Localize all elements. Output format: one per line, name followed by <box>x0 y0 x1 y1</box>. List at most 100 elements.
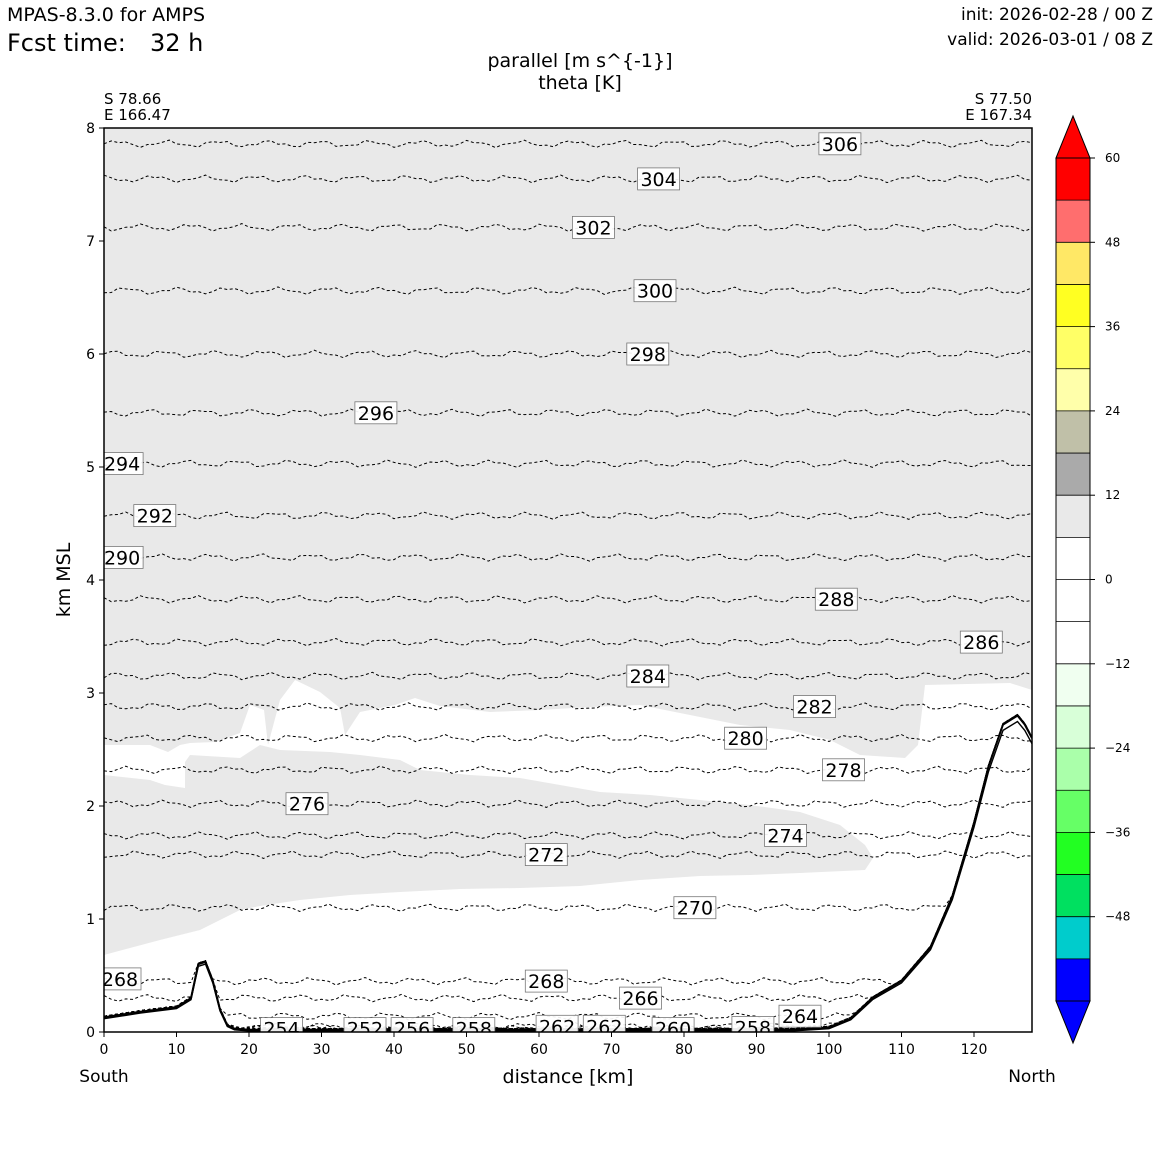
contour-label-box <box>626 342 670 366</box>
contour-label-box <box>354 401 398 425</box>
contour-label-box <box>104 967 142 991</box>
colorbar-segment <box>1056 832 1090 875</box>
contour-label-262: 262 <box>582 1014 626 1038</box>
y-tick-label: 1 <box>86 912 95 928</box>
x-tick-label: 40 <box>385 1042 403 1058</box>
contour-label-272: 272 <box>524 843 568 867</box>
contour-label-box <box>637 167 680 191</box>
contour-label-box <box>673 896 717 920</box>
y-tick-label: 7 <box>86 234 95 250</box>
valid-time: valid: 2026-03-01 / 08 Z <box>947 30 1153 50</box>
x-axis-label: distance [km] <box>503 1066 634 1088</box>
x-tick-label: 20 <box>240 1042 258 1058</box>
contour-label-302: 302 <box>572 215 615 239</box>
contour-label-box <box>104 452 144 476</box>
contour-label-296: 296 <box>354 401 398 425</box>
colorbar-tick-label: −12 <box>1105 657 1130 671</box>
colorbar-segment <box>1056 748 1090 791</box>
isentrope-292 <box>104 511 1032 520</box>
contour-label-text: 302 <box>575 217 611 239</box>
contour-label-294: 294 <box>104 452 144 476</box>
contour-label-text: 264 <box>782 1006 818 1028</box>
y-axis-label: km MSL <box>53 542 75 617</box>
isentrope-284 <box>104 671 1032 681</box>
contour-label-box <box>764 824 807 847</box>
colorbar-segment <box>1056 874 1090 917</box>
contour-label-box <box>778 1004 822 1028</box>
chart-title-line1: parallel [m s^{-1}] <box>487 50 672 72</box>
contour-label-text: 260 <box>655 1019 691 1041</box>
colorbar-segment <box>1056 663 1090 706</box>
contour-label-text: 252 <box>347 1019 383 1041</box>
contour-label-text: 286 <box>963 632 999 654</box>
isentrope-302 <box>104 223 1032 232</box>
colorbar-under-arrow <box>1055 1000 1091 1045</box>
south-end-label: South <box>79 1067 128 1087</box>
colorbar-segment <box>1056 200 1090 243</box>
colorbar: 60 48 36 24 12 0 −12 −24 −36 −48 <box>1055 114 1130 1045</box>
contour-label-text: 296 <box>358 403 394 425</box>
chart-title-line2: theta [K] <box>538 72 622 94</box>
contour-label-box <box>731 1016 775 1032</box>
contour-label-box <box>724 726 767 750</box>
contour-label-306: 306 <box>818 132 862 156</box>
colorbar-segment <box>1056 706 1090 749</box>
isentrope-300 <box>104 286 1032 295</box>
init-time: init: 2026-02-28 / 00 Z <box>960 5 1153 25</box>
colorbar-segment <box>1056 326 1090 369</box>
isentrope-306 <box>104 139 1032 149</box>
isentrope-278 <box>104 765 1032 775</box>
colorbar-tick-label: 12 <box>1105 488 1120 502</box>
y-tick-label: 4 <box>86 573 95 589</box>
contour-label-text: 306 <box>822 134 858 156</box>
colorbar-segment <box>1056 579 1090 622</box>
fill-region-upper <box>104 128 1032 758</box>
x-tick-label: 100 <box>816 1042 843 1058</box>
contour-label-260: 260 <box>651 1017 695 1041</box>
contour-label-text: 268 <box>528 971 564 993</box>
isentrope-288 <box>104 594 1032 604</box>
start-lat-label: S 78.66 <box>104 90 161 108</box>
contour-label-256: 256 <box>390 1017 434 1032</box>
contour-label-282: 282 <box>793 695 836 719</box>
contour-label-text: 280 <box>727 728 763 750</box>
contour-label-box <box>793 695 836 718</box>
isentrope-270 <box>104 713 1032 913</box>
end-lon-label: E 167.34 <box>965 106 1032 124</box>
contour-label-text: 262 <box>586 1016 622 1038</box>
colorbar-segment <box>1056 790 1090 833</box>
contour-label-text: 276 <box>289 794 325 816</box>
colorbar-segment <box>1056 621 1090 664</box>
contour-label-box <box>619 986 662 1010</box>
contour-label-box <box>535 1014 579 1032</box>
y-tick-label: 8 <box>86 121 95 137</box>
contour-label-box <box>822 758 865 782</box>
contour-label-286: 286 <box>959 630 1003 654</box>
colorbar-tick-label: 60 <box>1105 151 1120 165</box>
contour-label-text: 258 <box>735 1018 771 1040</box>
contour-label-box <box>651 1017 695 1032</box>
contour-label-text: 298 <box>630 344 666 366</box>
contour-label-text: 270 <box>677 898 713 920</box>
colorbar-segment <box>1056 410 1090 453</box>
model-title: MPAS-8.3.0 for AMPS <box>7 4 206 26</box>
start-lon-label: E 166.47 <box>104 106 171 124</box>
colorbar-tick-label: −48 <box>1105 910 1130 924</box>
contour-label-276: 276 <box>285 792 329 816</box>
contour-label-300: 300 <box>633 279 677 303</box>
colorbar-segment <box>1056 242 1090 285</box>
y-tick-label: 0 <box>86 1025 95 1041</box>
north-end-label: North <box>1008 1067 1056 1087</box>
isentrope-272 <box>104 850 1032 859</box>
contour-label-304: 304 <box>637 167 680 191</box>
fill-region-lower <box>104 745 873 955</box>
contour-label-270: 270 <box>673 896 717 920</box>
fcst-time-value: 32 h <box>150 29 204 57</box>
contour-labels: 306 304 302 300 298 296 294 292 290 288 286 284 282 2… <box>104 132 1003 1041</box>
contour-label-text: 290 <box>104 547 140 569</box>
contour-label-text: 292 <box>137 506 173 528</box>
x-tick-label: 70 <box>603 1042 621 1058</box>
contour-label-text: 266 <box>622 988 658 1010</box>
contour-label-box <box>959 630 1003 654</box>
y-axis: 0 1 2 3 4 5 6 7 8 <box>86 121 104 1041</box>
